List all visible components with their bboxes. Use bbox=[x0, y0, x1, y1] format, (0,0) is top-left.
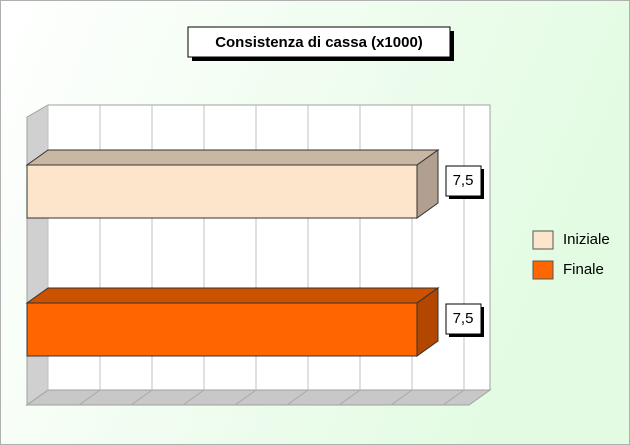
floor-grid-line bbox=[286, 389, 309, 406]
side-wall bbox=[26, 104, 49, 406]
bar bbox=[26, 302, 418, 357]
legend-swatch bbox=[532, 230, 554, 250]
title-box bbox=[187, 26, 451, 58]
legend-label: Iniziale bbox=[563, 231, 610, 248]
bar-top bbox=[25, 287, 440, 304]
floor-grid-line bbox=[442, 389, 465, 406]
chart-title: Consistenza di cassa (x1000) bbox=[215, 34, 423, 51]
floor-grid-line bbox=[390, 389, 413, 406]
floor-grid-line bbox=[182, 389, 205, 406]
value-label: 7,5 bbox=[453, 310, 474, 327]
legend-label: Finale bbox=[563, 261, 604, 278]
floor-grid-line bbox=[234, 389, 257, 406]
floor-grid-line bbox=[78, 389, 101, 406]
bar-top bbox=[25, 149, 440, 166]
bar bbox=[26, 164, 418, 219]
legend-swatch bbox=[532, 260, 554, 280]
value-label-box bbox=[445, 303, 482, 335]
value-label: 7,5 bbox=[453, 172, 474, 189]
value-label-box bbox=[445, 165, 482, 197]
floor-grid-line bbox=[26, 389, 49, 406]
floor-grid-line bbox=[130, 389, 153, 406]
floor-grid-line bbox=[338, 389, 361, 406]
